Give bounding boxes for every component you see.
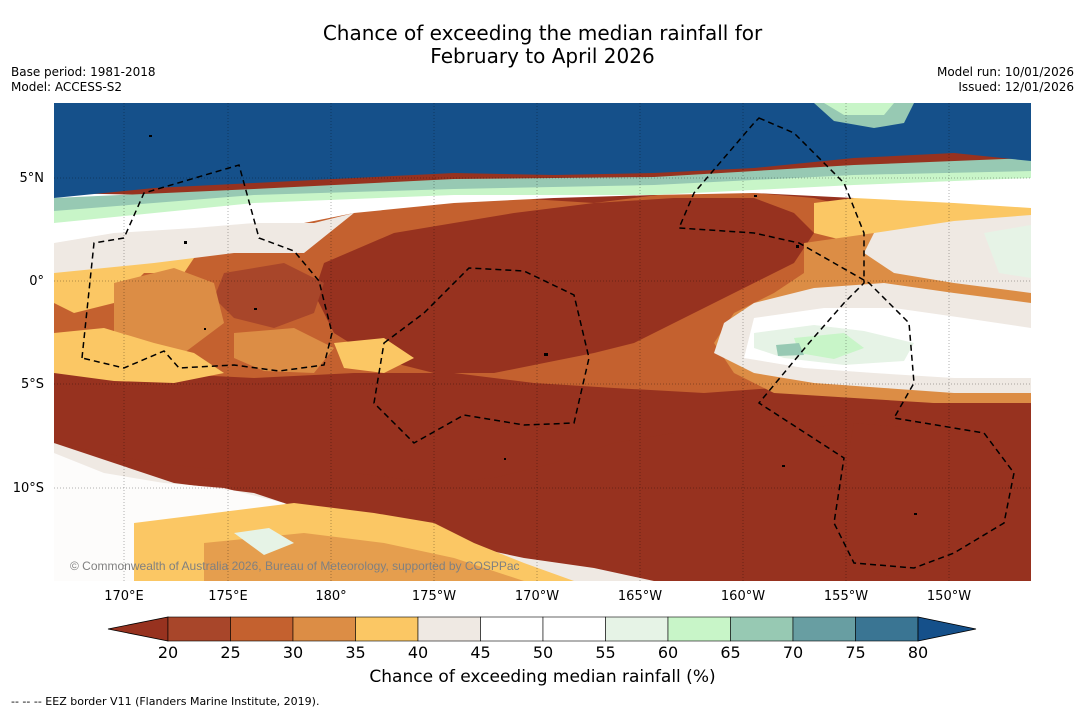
lat-label-5s: 5°S <box>20 377 44 392</box>
west-dark-patch <box>214 263 324 328</box>
lat-label-10s: 10°S <box>12 481 44 496</box>
colorbar-over-arrow <box>917 616 977 642</box>
west-dark-lower <box>234 328 334 373</box>
colorbar-tick-label: 70 <box>782 643 804 662</box>
island <box>149 135 152 137</box>
island <box>754 195 757 197</box>
north-green-island-core <box>824 103 894 115</box>
island <box>796 245 799 248</box>
island <box>184 241 187 244</box>
colorbar-segment <box>855 616 919 642</box>
south-red-band <box>54 373 1031 483</box>
lon-label-170w: 170°W <box>514 589 560 604</box>
colorbar-segment <box>667 616 731 642</box>
model-run-date: Model run: 10/01/2026 <box>936 65 1074 79</box>
island <box>782 465 785 467</box>
island <box>204 328 206 330</box>
northeast-green-patch <box>984 225 1031 278</box>
eez-kiribati-gilberts <box>81 164 333 372</box>
lon-label-170e: 170°E <box>104 589 144 604</box>
colorbar-tick-label: 55 <box>595 643 616 662</box>
west-orange-patches <box>114 268 224 353</box>
colorbar-segment <box>480 616 544 642</box>
map-title-line2: February to April 2026 <box>430 44 655 68</box>
island <box>504 458 506 460</box>
colorbar-segment <box>417 616 481 642</box>
eez-line-islands <box>677 117 1015 569</box>
colorbar-label: Chance of exceeding median rainfall (%) <box>369 667 716 687</box>
colorbar-segment <box>230 616 294 642</box>
lon-label-175w: 175°W <box>411 589 457 604</box>
copyright-notice: © Commonwealth of Australia 2026, Bureau… <box>70 559 520 573</box>
island-markers <box>149 135 917 515</box>
base-period: Base period: 1981-2018 <box>11 65 156 79</box>
colorbar-tick-label: 60 <box>657 643 679 662</box>
colorbar-segment <box>355 616 419 642</box>
colorbar-segment <box>730 616 794 642</box>
lon-label-165w: 165°W <box>617 589 663 604</box>
south-light-patch-east <box>834 423 1031 581</box>
island <box>254 308 257 310</box>
lon-label-155w: 155°W <box>823 589 869 604</box>
model-name: Model: ACCESS-S2 <box>11 80 123 94</box>
lon-label-180: 180° <box>315 589 347 604</box>
colorbar-tick-label: 25 <box>220 643 241 662</box>
lon-label-160w: 160°W <box>720 589 766 604</box>
colorbar-segment <box>542 616 606 642</box>
eez-footnote: -- -- -- EEZ border V11 (Flanders Marine… <box>11 695 320 708</box>
meta-right: Model run: 10/01/2026 Issued: 12/01/2026 <box>937 65 1074 95</box>
colorbar-tick-label: 45 <box>470 643 491 662</box>
lon-label-175e: 175°E <box>208 589 248 604</box>
map-title-line1: Chance of exceeding the median rainfall … <box>322 21 763 45</box>
colorbar-segment <box>292 616 356 642</box>
north-green-band <box>54 168 1031 223</box>
colorbar-tick-label: 50 <box>532 643 554 662</box>
issued-date: Issued: 12/01/2026 <box>958 80 1074 94</box>
colorbar-tick-label: 40 <box>407 643 429 662</box>
lat-label-5n: 5°N <box>19 171 45 186</box>
colorbar <box>107 616 977 642</box>
west-yellow-lower <box>54 328 224 383</box>
colorbar-segment <box>605 616 669 642</box>
colorbar-under-arrow <box>107 616 169 642</box>
colorbar-segment <box>167 616 231 642</box>
lon-label-150w: 150°W <box>926 589 972 604</box>
meta-left: Base period: 1981-2018 Model: ACCESS-S2 <box>11 65 156 95</box>
center-yellow-patch <box>334 338 414 373</box>
colorbar-tick-label: 75 <box>845 643 866 662</box>
colorbar-tick-label: 30 <box>282 643 304 662</box>
colorbar-tick-label: 20 <box>157 643 179 662</box>
island <box>544 353 548 356</box>
east-green-core <box>794 333 864 359</box>
eez-phoenix <box>373 267 590 444</box>
colorbar-segment <box>792 616 856 642</box>
eez-borders <box>81 117 1015 569</box>
south-light-green-patch <box>234 528 294 555</box>
colorbar-tick-label: 65 <box>720 643 741 662</box>
island <box>914 513 917 515</box>
east-teal-spot <box>776 343 804 356</box>
north-neutral-band <box>54 213 354 273</box>
colorbar-tick-label: 80 <box>907 643 929 662</box>
graticule <box>54 103 1031 581</box>
central-dark-belt <box>314 198 814 373</box>
rainfall-probability-map: © Commonwealth of Australia 2026, Bureau… <box>54 103 1031 581</box>
lat-label-0: 0° <box>29 274 44 289</box>
colorbar-tick-label: 35 <box>345 643 366 662</box>
north-blue-band <box>54 103 1031 198</box>
north-teal-band <box>54 158 1031 211</box>
